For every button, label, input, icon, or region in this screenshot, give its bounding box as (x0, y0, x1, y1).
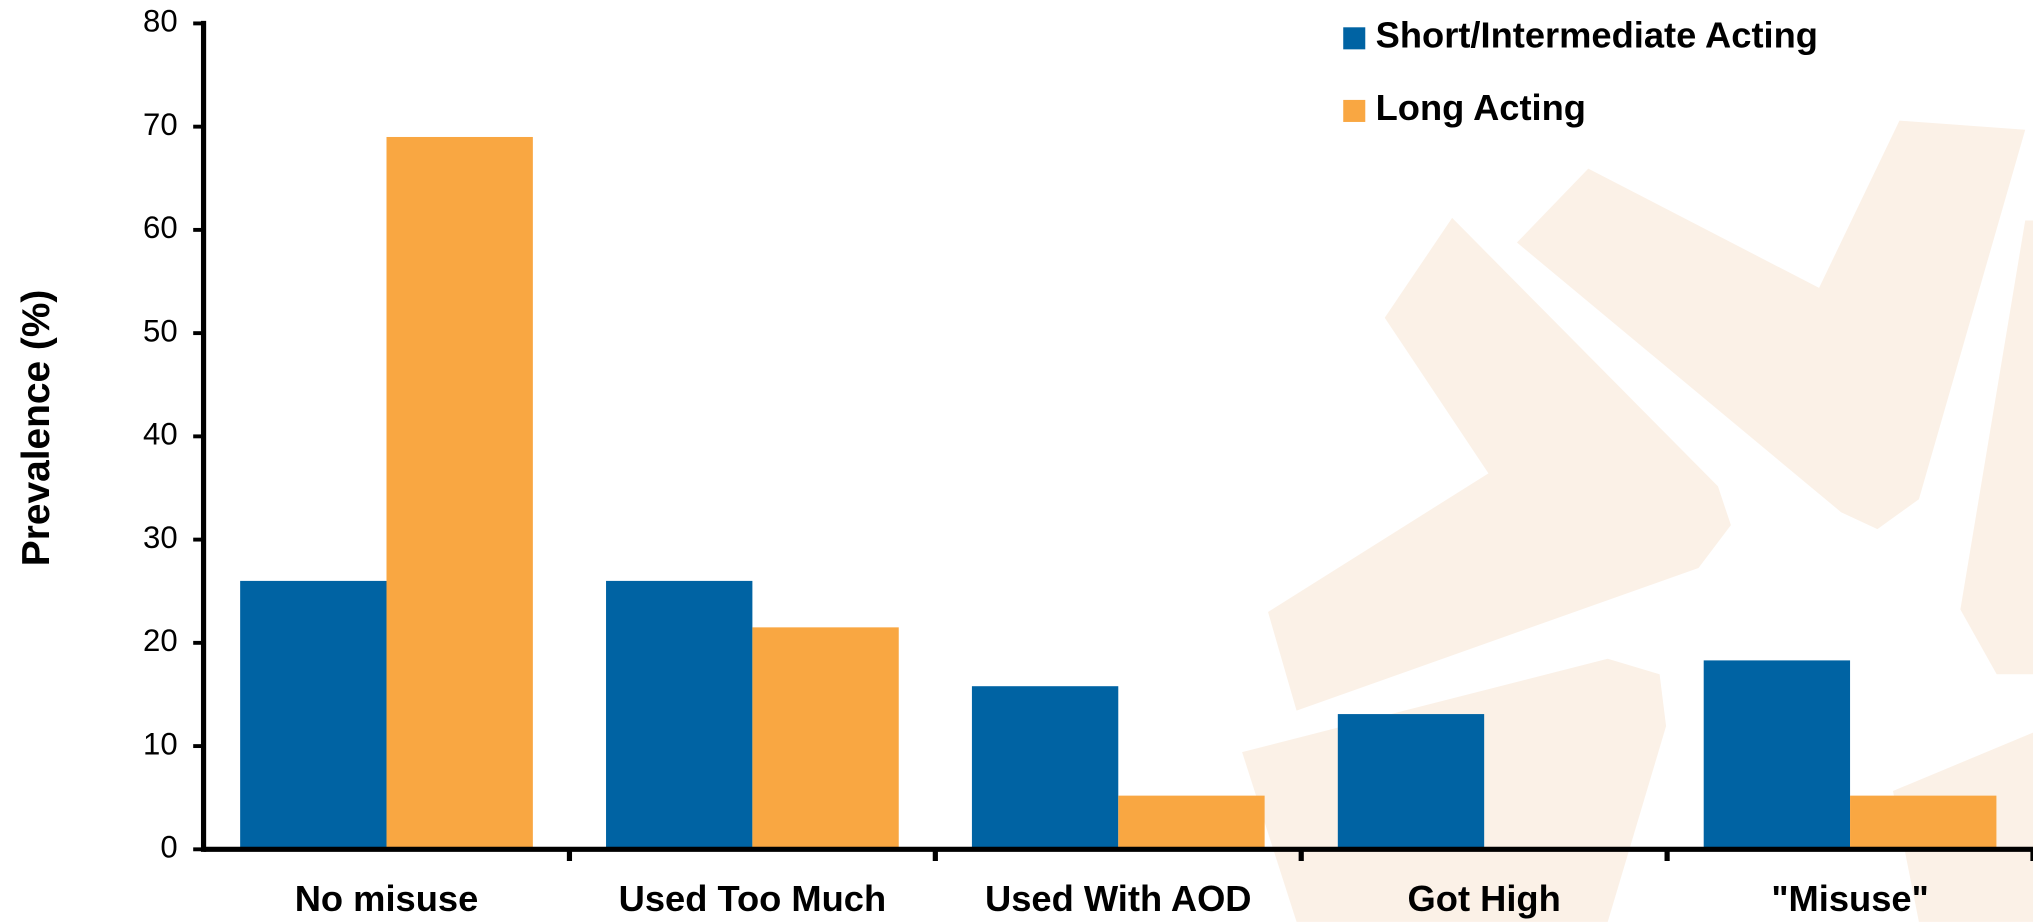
legend-label: Long Acting (1376, 87, 1586, 128)
watermark-shape (1516, 120, 2026, 530)
x-tick-label: No misuse (295, 878, 479, 919)
x-tick-label: "Misuse" (1771, 878, 1928, 919)
bar (752, 627, 899, 850)
x-tick-label: Got High (1408, 878, 1561, 919)
y-tick-label: 50 (143, 313, 178, 348)
x-tick-label: Used Too Much (619, 878, 887, 919)
bar (1850, 795, 1997, 850)
legend-swatch (1343, 27, 1366, 50)
y-tick-label: 80 (143, 4, 178, 39)
y-tick-label: 10 (143, 726, 178, 761)
bar (1118, 795, 1265, 850)
plot-area: 0 10 20 30 40 50 60 70 80 No misuse Used Too Much U… (143, 4, 2033, 919)
y-tick-label: 0 (160, 830, 177, 865)
y-tick-label: 60 (143, 210, 178, 245)
y-tick-label: 30 (143, 520, 178, 555)
watermark-shape (1268, 217, 1731, 711)
bar (606, 580, 753, 850)
y-tick-label: 70 (143, 107, 178, 142)
bar (240, 580, 387, 850)
y-axis-title: Prevalence (%) (15, 290, 58, 567)
y-tick-label: 20 (143, 623, 178, 658)
bar (1703, 660, 1851, 850)
x-tick-label: Used With AOD (985, 878, 1252, 919)
legend-swatch (1343, 99, 1366, 122)
bar (971, 686, 1119, 850)
watermark-shape (1960, 220, 2033, 675)
legend-label: Short/Intermediate Acting (1376, 14, 1818, 55)
bar (386, 136, 533, 850)
bar (1337, 714, 1485, 850)
y-tick-label: 40 (143, 417, 178, 452)
